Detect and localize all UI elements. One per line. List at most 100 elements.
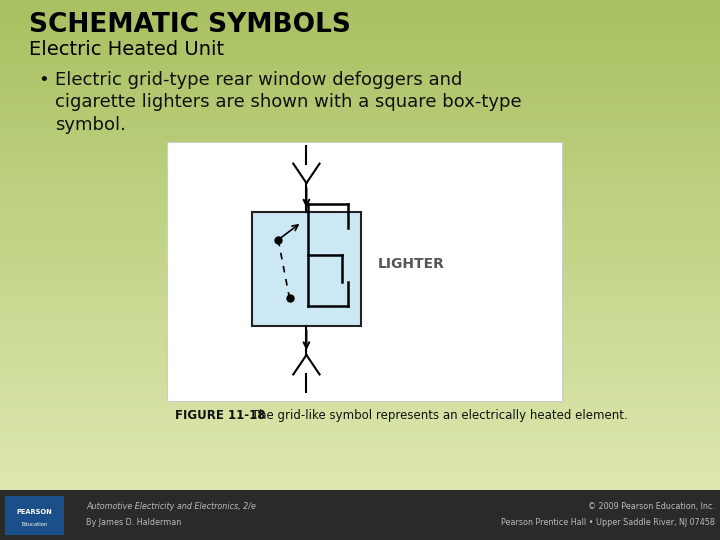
Bar [0,425,720,427]
Bar [0,273,720,274]
Bar [0,137,720,139]
Bar [0,294,720,296]
Bar [0,422,720,423]
Bar [0,420,720,422]
Bar [0,91,720,93]
Bar [0,110,720,111]
Bar [0,369,720,371]
Text: LIGHTER: LIGHTER [378,257,445,271]
Bar [0,165,720,167]
Bar [0,219,720,221]
Bar [0,152,720,154]
Text: Pearson Prentice Hall • Upper Saddle River, NJ 07458: Pearson Prentice Hall • Upper Saddle Riv… [501,518,715,527]
Bar [0,298,720,299]
Text: SCHEMATIC SYMBOLS: SCHEMATIC SYMBOLS [29,12,351,38]
Bar [0,226,720,227]
Bar [0,245,720,247]
Bar [0,482,720,484]
Bar [0,59,720,60]
Bar [0,449,720,451]
Bar [0,31,720,33]
Bar [0,134,720,136]
Bar [0,386,720,387]
Bar [0,281,720,283]
Bar [0,293,720,294]
Bar [0,459,720,461]
Bar [0,289,720,291]
Bar [0,103,720,105]
Bar [0,464,720,466]
Bar [0,15,720,16]
Bar [0,206,720,207]
Bar [0,285,720,286]
Bar [0,82,720,83]
Bar [0,191,720,193]
Bar [0,64,720,65]
Bar [0,114,720,116]
Bar [0,52,720,54]
Bar [0,10,720,11]
Bar [0,26,720,28]
Bar [0,401,720,402]
Bar [0,406,720,407]
Bar [0,142,720,144]
Bar [0,49,720,51]
Bar [0,418,720,420]
Bar [0,487,720,489]
Bar [0,430,720,431]
Text: © 2009 Pearson Education, Inc.: © 2009 Pearson Education, Inc. [588,502,715,511]
Bar [0,216,720,218]
Bar [0,97,720,98]
Bar [0,54,720,56]
Bar [0,448,720,449]
Bar [0,288,720,289]
Bar [0,371,720,373]
Bar [0,456,720,457]
Text: Education: Education [22,522,48,528]
Bar [0,73,720,75]
Bar [0,175,720,177]
Bar [0,477,720,479]
Bar [0,355,720,356]
Bar [0,46,720,48]
Bar [0,360,720,361]
Bar [0,320,720,322]
Bar [0,469,720,471]
Bar [0,304,720,306]
Bar [0,36,720,38]
Bar [0,384,720,386]
Bar [0,353,720,355]
Bar [0,368,720,369]
Bar [0,394,720,395]
Bar [0,397,720,399]
Bar [0,333,720,335]
Bar [0,446,720,448]
Bar [0,164,720,165]
Bar [0,129,720,131]
Bar [0,336,720,339]
Bar [0,327,720,328]
Bar [0,88,720,90]
Bar [0,265,720,266]
Bar [0,301,720,302]
Bar [0,325,720,327]
Bar [0,19,720,21]
Bar [0,266,720,268]
Bar [252,212,361,326]
Bar [0,48,720,49]
Text: The grid-like symbol represents an electrically heated element.: The grid-like symbol represents an elect… [248,409,628,422]
Bar [0,361,720,363]
Bar [0,132,720,134]
Bar [0,296,720,298]
Text: Electric grid-type rear window defoggers and: Electric grid-type rear window defoggers… [55,71,463,89]
Bar [0,474,720,476]
Bar [0,440,720,441]
Bar [0,224,720,226]
Bar [0,199,720,201]
Bar [0,90,720,91]
Text: Automotive Electricity and Electronics, 2/e: Automotive Electricity and Electronics, … [86,502,256,511]
Bar [0,307,720,309]
Bar [0,221,720,222]
Bar [0,121,720,123]
Bar [0,168,720,170]
